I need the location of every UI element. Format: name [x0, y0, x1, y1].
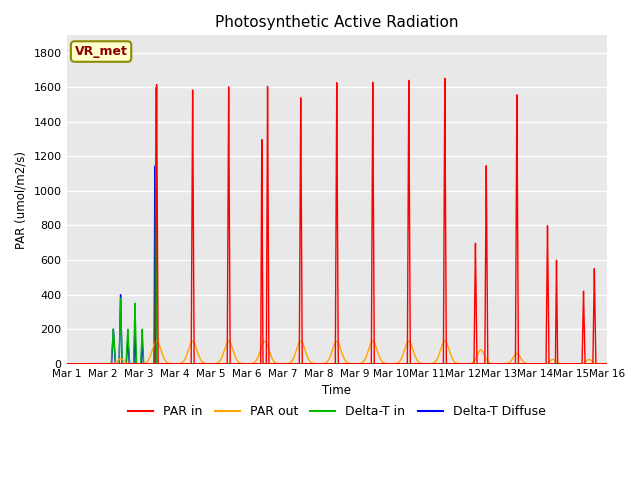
PAR out: [603, 361, 611, 367]
PAR in: [469, 361, 477, 367]
PAR out: [153, 338, 161, 344]
Delta-T Diffuse: [504, 361, 512, 367]
Delta-T in: [504, 361, 512, 367]
Delta-T in: [484, 361, 492, 367]
Delta-T in: [469, 361, 477, 367]
PAR in: [441, 75, 449, 81]
PAR out: [63, 361, 70, 367]
PAR out: [504, 360, 512, 366]
Text: VR_met: VR_met: [75, 45, 127, 58]
Delta-T in: [408, 361, 415, 367]
Delta-T in: [91, 361, 99, 367]
PAR in: [91, 361, 99, 367]
PAR in: [603, 361, 611, 367]
X-axis label: Time: Time: [322, 384, 351, 397]
PAR in: [408, 361, 415, 367]
Line: PAR out: PAR out: [67, 341, 607, 364]
PAR out: [91, 361, 99, 367]
PAR out: [497, 361, 504, 367]
Delta-T in: [603, 361, 611, 367]
PAR in: [497, 361, 504, 367]
Line: Delta-T in: Delta-T in: [67, 87, 607, 364]
Line: Delta-T Diffuse: Delta-T Diffuse: [67, 166, 607, 364]
PAR out: [408, 342, 415, 348]
Line: PAR in: PAR in: [67, 78, 607, 364]
PAR in: [63, 361, 70, 367]
PAR out: [484, 358, 492, 364]
Delta-T in: [497, 361, 504, 367]
Legend: PAR in, PAR out, Delta-T in, Delta-T Diffuse: PAR in, PAR out, Delta-T in, Delta-T Dif…: [123, 400, 551, 423]
Delta-T in: [63, 361, 70, 367]
Delta-T Diffuse: [497, 361, 504, 367]
PAR out: [469, 360, 477, 366]
Y-axis label: PAR (umol/m2/s): PAR (umol/m2/s): [15, 151, 28, 249]
Delta-T Diffuse: [91, 361, 99, 367]
PAR in: [484, 317, 492, 323]
Delta-T Diffuse: [151, 163, 159, 169]
Title: Photosynthetic Active Radiation: Photosynthetic Active Radiation: [215, 15, 458, 30]
PAR in: [504, 361, 512, 367]
Delta-T Diffuse: [469, 361, 477, 367]
Delta-T Diffuse: [603, 361, 611, 367]
Delta-T Diffuse: [484, 361, 492, 367]
Delta-T Diffuse: [408, 361, 415, 367]
Delta-T Diffuse: [63, 361, 70, 367]
Delta-T in: [152, 84, 160, 90]
